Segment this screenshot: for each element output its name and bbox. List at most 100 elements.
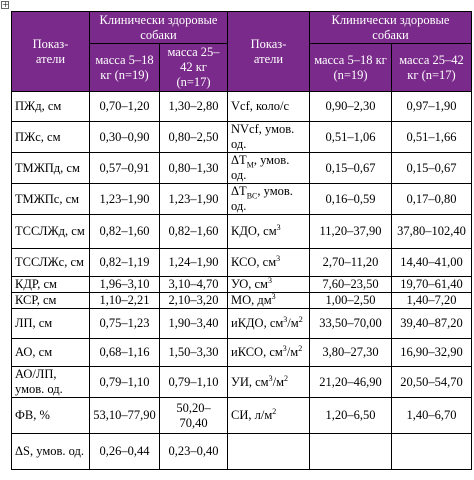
table-header: Показ- атели Клинически здоровые собаки … [11,11,472,92]
value-small-right: 1,00–2,50 [309,292,392,309]
value-small-right: 21,20–46,90 [309,366,392,398]
value-large-left: 1,50–3,30 [159,338,228,367]
param-left: ΔS, умов. од. [11,433,90,470]
param-right: КСО, см3 [227,248,310,277]
value-small-left: 0,82–1,19 [89,248,160,277]
value-small-left: 0,75–1,23 [89,308,160,339]
value-large-right: 0,17–0,80 [391,183,472,215]
value-large-left: 0,82–1,60 [159,214,228,249]
value-large-right: 14,40–41,00 [391,248,472,277]
value-large-left: 3,10–4,70 [159,276,228,293]
value-large-right: 1,40–6,70 [391,397,472,434]
param-left: ЛП, см [11,308,90,339]
param-right: иКСО, см3/м2 [227,338,310,367]
value-small-left: 0,70–1,20 [89,91,160,122]
value-small-left: 1,23–1,90 [89,183,160,215]
echocardiography-reference-table: Показ- атели Клинически здоровые собаки … [11,11,472,470]
value-large-right: 0,15–0,67 [391,152,472,184]
value-small-left: 0,30–0,90 [89,121,160,153]
value-small-left: 1,96–3,10 [89,276,160,293]
param-left: ТССЛЖд, см [11,214,90,249]
param-right: МО, дм3 [227,292,310,309]
value-small-right: 0,15–0,67 [309,152,392,184]
value-large-left: 2,10–3,20 [159,292,228,309]
param-left: ТССЛЖс, см [11,248,90,277]
param-right: КДО, см3 [227,214,310,249]
table-row: КДР, см 1,96–3,10 3,10–4,70 УО, см3 7,60–23,… [11,276,472,293]
value-small-right: 0,51–1,06 [309,121,392,153]
header-group-left: Клинически здоровые собаки [89,11,228,44]
param-right: СИ, л/м2 [227,397,310,434]
table-row: ПЖд, см 0,70–1,20 1,30–2,80 Vcf, коло/с 0,90… [11,91,472,122]
value-large-left: 0,23–0,40 [159,433,228,470]
param-left: КДР, см [11,276,90,293]
table-row: ΔS, умов. од. 0,26–0,44 0,23–0,40 [11,433,472,470]
table-row: ПЖс, см 0,30–0,90 0,80–2,50 NVcf, умов. од.… [11,121,472,153]
table-row: ТМЖПд, см 0,57–0,91 0,80–1,30 ΔTМ, умов. од… [11,152,472,184]
value-large-right: 1,40–7,20 [391,292,472,309]
value-large-left: 0,80–1,30 [159,152,228,184]
value-large-right: 20,50–54,70 [391,366,472,398]
param-right: ΔTВС, умов. од. [227,183,310,215]
table-row: ЛП, см 0,75–1,23 1,90–3,40 иКДО, см3/м2 33,5… [11,308,472,339]
param-left: КСР, см [11,292,90,309]
param-left: ПЖс, см [11,121,90,153]
value-small-left: 0,82–1,60 [89,214,160,249]
value-small-right: 3,80–27,30 [309,338,392,367]
value-small-right [309,433,392,470]
param-left: ТМЖПд, см [11,152,90,184]
table-row: АО, см 0,68–1,16 1,50–3,30 иКСО, см3/м2 3,80… [11,338,472,367]
value-large-right: 39,40–87,20 [391,308,472,339]
param-left: АО, см [11,338,90,367]
value-small-right: 1,20–6,50 [309,397,392,434]
table-row: ТМЖПс, см 1,23–1,90 1,23–1,90 ΔTВС, умов. о… [11,183,472,215]
param-right: УИ, см3/м2 [227,366,310,398]
value-large-right: 19,70–61,40 [391,276,472,293]
value-large-right: 0,51–1,66 [391,121,472,153]
header-col-large-right: масса 25–42 кг (n=17) [391,43,472,92]
value-large-left: 1,23–1,90 [159,183,228,215]
value-small-left: 0,68–1,16 [89,338,160,367]
value-small-right: 7,60–23,50 [309,276,392,293]
param-left: ФВ, % [11,397,90,434]
param-left: ПЖд, см [11,91,90,122]
value-large-right [391,433,472,470]
value-large-right: 37,80–102,40 [391,214,472,249]
param-right [227,433,310,470]
param-left: АО/ЛП, умов. од. [11,366,90,398]
param-right: ΔTМ, умов. од. [227,152,310,184]
header-param-right: Показ- атели [227,11,310,92]
table-row: ТССЛЖс, см 0,82–1,19 1,24–1,90 КСО, см3 2,70… [11,248,472,277]
param-right: УО, см3 [227,276,310,293]
value-large-left: 50,20–70,40 [159,397,228,434]
value-small-left: 0,79–1,10 [89,366,160,398]
header-col-large-left: масса 25–42 кг (n=17) [159,43,228,92]
table-row: КСР, см 1,10–2,21 2,10–3,20 МО, дм3 1,00–2,5… [11,292,472,309]
table-row: ФВ, % 53,10–77,90 50,20–70,40 СИ, л/м2 1,20–… [11,397,472,434]
table-row: ТССЛЖд, см 0,82–1,60 0,82–1,60 КДО, см3 11,2… [11,214,472,249]
value-large-left: 0,80–2,50 [159,121,228,153]
value-small-right: 2,70–11,20 [309,248,392,277]
value-large-right: 0,97–1,90 [391,91,472,122]
value-large-left: 1,30–2,80 [159,91,228,122]
table-row: АО/ЛП, умов. од. 0,79–1,10 0,79–1,10 УИ, см… [11,366,472,398]
value-large-left: 0,79–1,10 [159,366,228,398]
value-small-left: 0,57–0,91 [89,152,160,184]
value-large-right: 16,90–32,90 [391,338,472,367]
value-small-right: 11,20–37,90 [309,214,392,249]
header-param-left: Показ- атели [11,11,90,92]
value-large-left: 1,24–1,90 [159,248,228,277]
param-left: ТМЖПс, см [11,183,90,215]
param-right: иКДО, см3/м2 [227,308,310,339]
param-right: NVcf, умов. од. [227,121,310,153]
value-small-right: 0,90–2,30 [309,91,392,122]
table-body: ПЖд, см 0,70–1,20 1,30–2,80 Vcf, коло/с 0,90… [11,91,472,470]
param-right: Vcf, коло/с [227,91,310,122]
header-col-small-left: масса 5–18 кг (n=19) [89,43,160,92]
value-large-left: 1,90–3,40 [159,308,228,339]
header-group-right: Клинически здоровые собаки [309,11,472,44]
value-small-right: 0,16–0,59 [309,183,392,215]
value-small-left: 0,26–0,44 [89,433,160,470]
table-move-handle-icon[interactable]: + [1,0,9,9]
value-small-left: 53,10–77,90 [89,397,160,434]
